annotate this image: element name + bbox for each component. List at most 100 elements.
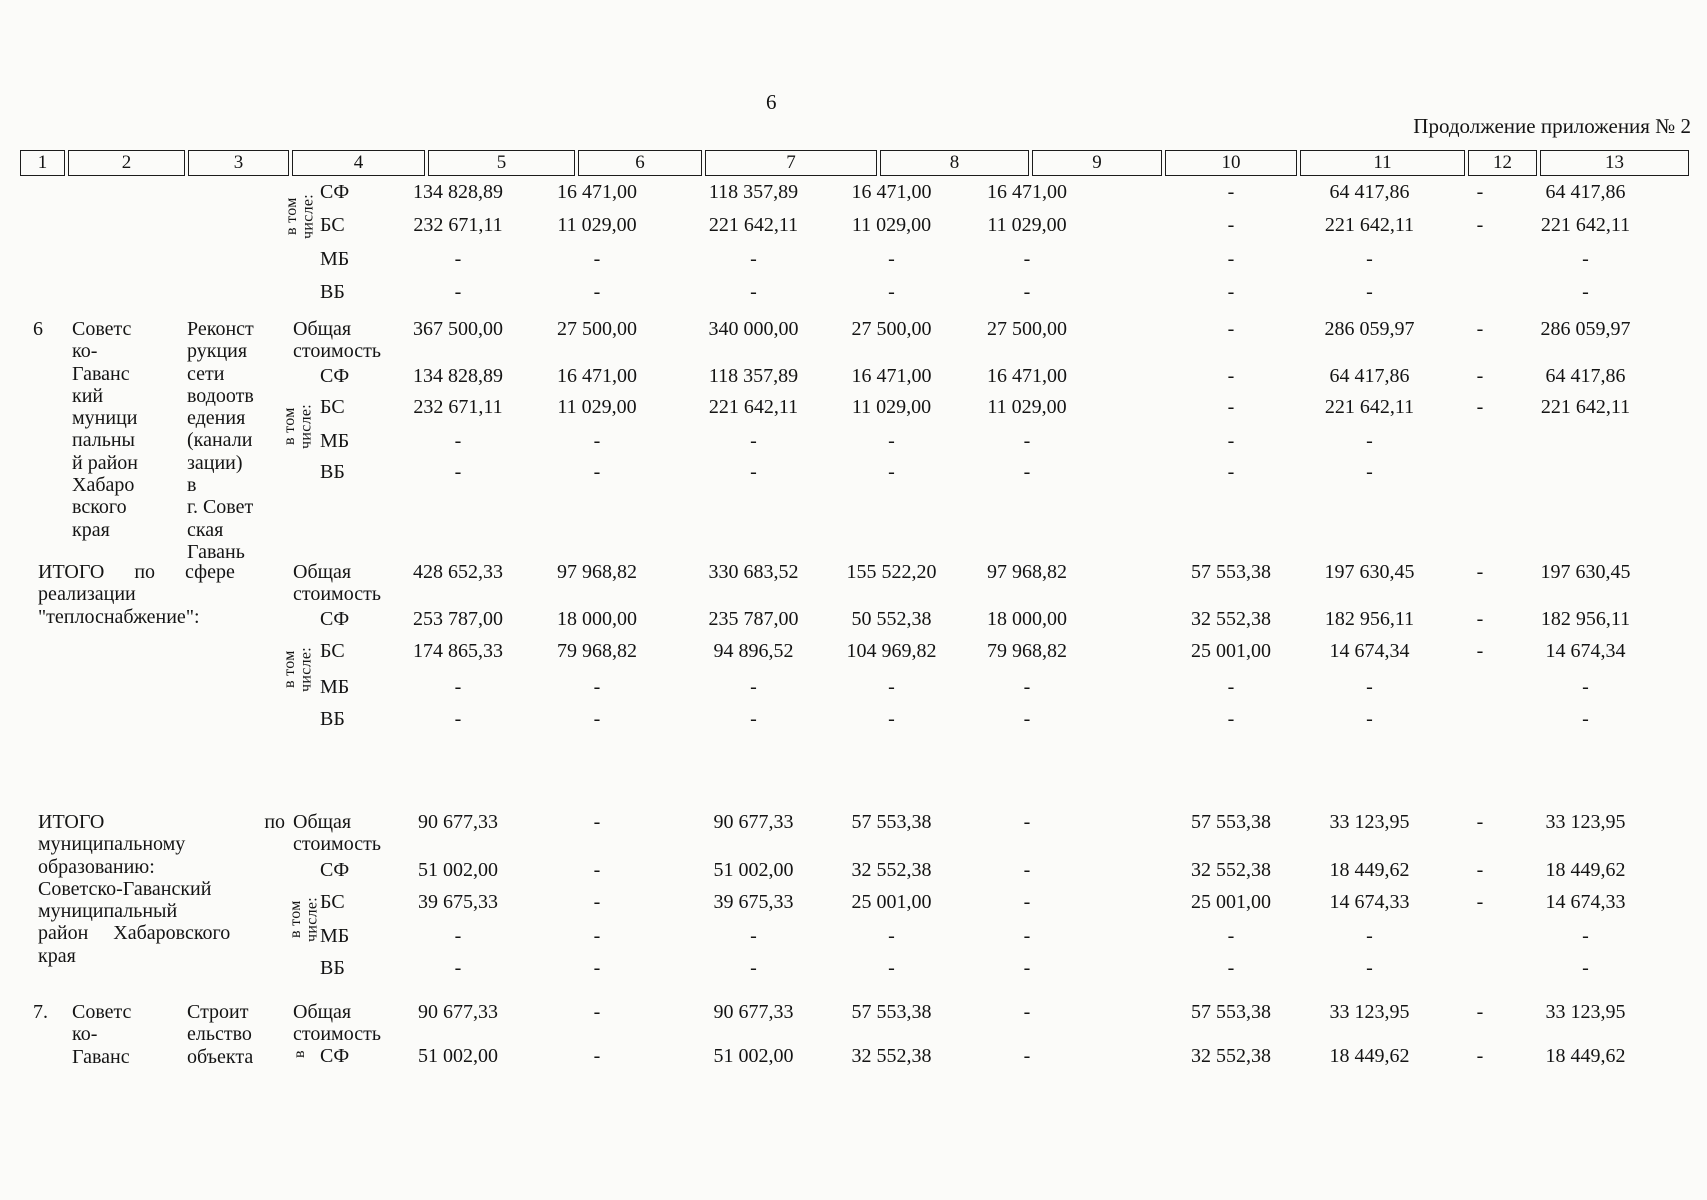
value-cell: - [593, 811, 601, 833]
value-cell: 33 123,95 [1329, 1001, 1410, 1023]
project-name-text: Реконст рукция сети водоотв едения (кана… [187, 318, 254, 563]
value-cell: - [1582, 708, 1589, 730]
value-cell: 11 029,00 [987, 214, 1067, 236]
value-cell: 14 674,33 [1329, 891, 1410, 913]
value-cell: 221 642,11 [1324, 214, 1415, 236]
value-cell: 25 001,00 [851, 891, 932, 913]
value-cell: 118 357,89 [708, 181, 799, 203]
value-cell: - [750, 461, 757, 483]
in-total-rotated-label: в том числе: [281, 646, 315, 692]
value-cell: 174 865,33 [413, 640, 503, 662]
value-cell: 18 000,00 [557, 608, 637, 630]
funding-source-label: ВБ [320, 957, 345, 979]
value-cell: 79 968,82 [987, 640, 1067, 662]
column-number-cell: 6 [578, 150, 702, 176]
value-cell: 32 552,38 [1191, 1045, 1271, 1067]
value-cell: 57 553,38 [1191, 561, 1271, 583]
total-cost-label: Общая стоимость [293, 318, 381, 363]
value-cell: 182 956,11 [1540, 608, 1631, 630]
value-cell: 64 417,86 [1545, 365, 1626, 387]
funding-source-label: БС [320, 640, 345, 662]
value-cell: 16 471,00 [557, 365, 637, 387]
value-cell: - [1023, 461, 1031, 483]
funding-source-label: БС [320, 891, 345, 913]
value-cell: - [593, 676, 601, 698]
value-cell: 118 357,89 [708, 365, 799, 387]
column-number-cell: 5 [428, 150, 575, 176]
value-cell: 14 674,34 [1545, 640, 1626, 662]
appendix-continuation-label: Продолжение приложения № 2 [1413, 114, 1691, 138]
value-cell: 64 417,86 [1329, 365, 1410, 387]
value-cell: 33 123,95 [1329, 811, 1410, 833]
value-cell: - [888, 461, 895, 483]
total-cost-label: Общая стоимость [293, 1001, 381, 1046]
value-cell: - [1366, 281, 1373, 303]
value-cell: - [888, 676, 895, 698]
value-cell: - [888, 430, 895, 452]
funding-source-label: ВБ [320, 281, 345, 303]
value-cell: - [1582, 957, 1589, 979]
value-cell: 286 059,97 [1324, 318, 1415, 340]
value-cell: 428 652,33 [413, 561, 503, 583]
value-cell: - [1023, 676, 1031, 698]
value-cell: - [1023, 281, 1031, 303]
value-cell: - [750, 925, 757, 947]
value-cell: - [888, 708, 895, 730]
value-cell: - [1227, 461, 1235, 483]
funding-source-label: ВБ [320, 461, 345, 483]
value-cell: - [1476, 365, 1484, 387]
value-cell: - [1476, 181, 1484, 203]
value-cell: 90 677,33 [418, 1001, 498, 1023]
value-cell: 32 552,38 [1191, 608, 1271, 630]
value-cell: 27 500,00 [987, 318, 1067, 340]
value-cell: - [1582, 676, 1589, 698]
value-cell: - [888, 957, 895, 979]
value-cell: - [1227, 365, 1235, 387]
value-cell: 221 642,11 [1540, 214, 1631, 236]
value-cell: 39 675,33 [713, 891, 794, 913]
value-cell: - [1366, 430, 1373, 452]
column-number-cell: 11 [1300, 150, 1465, 176]
value-cell: 253 787,00 [413, 608, 503, 630]
funding-source-label: БС [320, 396, 345, 418]
value-cell: 330 683,52 [708, 561, 799, 583]
funding-source-label: СФ [320, 608, 350, 630]
value-cell: 51 002,00 [418, 859, 498, 881]
value-cell: - [593, 248, 601, 270]
value-cell: - [1476, 608, 1484, 630]
value-cell: - [1227, 396, 1235, 418]
value-cell: 235 787,00 [708, 608, 799, 630]
funding-source-label: ВБ [320, 708, 345, 730]
value-cell: - [888, 248, 895, 270]
value-cell: - [1476, 891, 1484, 913]
value-cell: - [1023, 957, 1031, 979]
value-cell: 57 553,38 [1191, 1001, 1271, 1023]
value-cell: - [454, 676, 462, 698]
value-cell: - [888, 925, 895, 947]
value-cell: - [750, 281, 757, 303]
column-number-cell: 2 [68, 150, 185, 176]
funding-source-label: МБ [320, 676, 350, 698]
value-cell: - [593, 1045, 601, 1067]
funding-source-label: СФ [320, 859, 350, 881]
value-cell: - [1476, 811, 1484, 833]
project-number: 7. [33, 1001, 48, 1023]
value-cell: 33 123,95 [1545, 1001, 1626, 1023]
value-cell: - [1366, 957, 1373, 979]
value-cell: 197 630,45 [1540, 561, 1631, 583]
value-cell: 11 029,00 [987, 396, 1067, 418]
value-cell: - [593, 859, 601, 881]
value-cell: 51 002,00 [418, 1045, 498, 1067]
value-cell: - [593, 430, 601, 452]
value-cell: 232 671,11 [413, 396, 503, 418]
value-cell: - [1476, 859, 1484, 881]
funding-source-label: МБ [320, 430, 350, 452]
value-cell: - [454, 430, 462, 452]
value-cell: - [1023, 430, 1031, 452]
value-cell: - [1476, 1045, 1484, 1067]
funding-source-label: СФ [320, 1045, 350, 1067]
column-number-cell: 3 [188, 150, 289, 176]
value-cell: 32 552,38 [1191, 859, 1271, 881]
in-total-rotated-label: в том числе: [281, 403, 315, 449]
